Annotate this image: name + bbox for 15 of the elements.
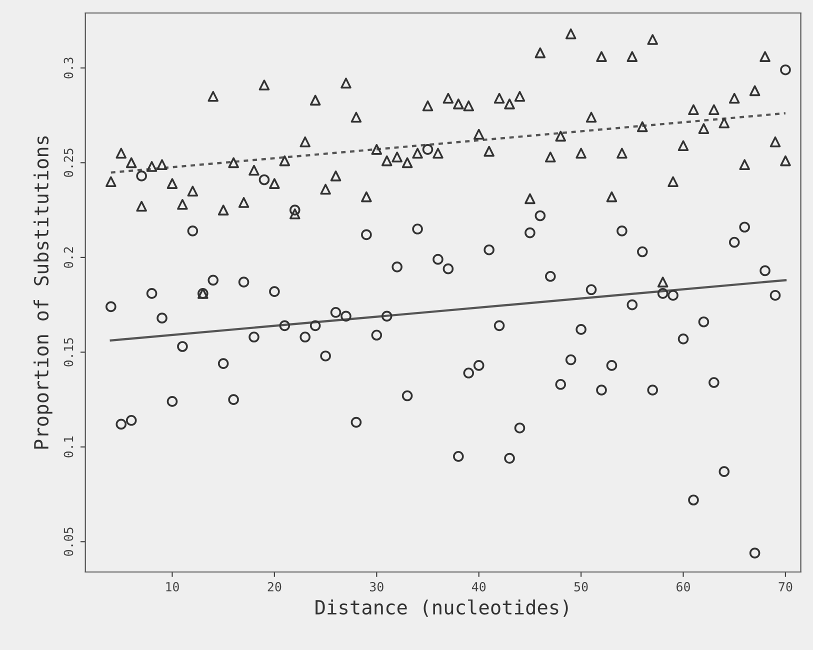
x-axis-title: Distance (nucleotides) [316,599,568,617]
y-tick-label: 0.15 [64,338,74,366]
y-tick-label: 0.2 [64,247,74,268]
x-tick-label: 50 [574,582,588,592]
y-tick-label: 0.3 [64,58,74,78]
y-tick-label: 0.1 [64,436,74,458]
x-tick-label: 60 [676,582,690,592]
x-tick-label: 10 [166,582,179,592]
x-tick-label: 70 [778,582,792,592]
y-tick-label: 0.25 [64,148,74,177]
y-tick-label: 0.05 [64,528,74,556]
x-tick-label: 30 [370,582,384,592]
x-tick-label: 20 [268,582,282,592]
x-tick-label: 40 [472,582,486,592]
y-axis-title: Proportion of Substitutions [34,136,52,449]
